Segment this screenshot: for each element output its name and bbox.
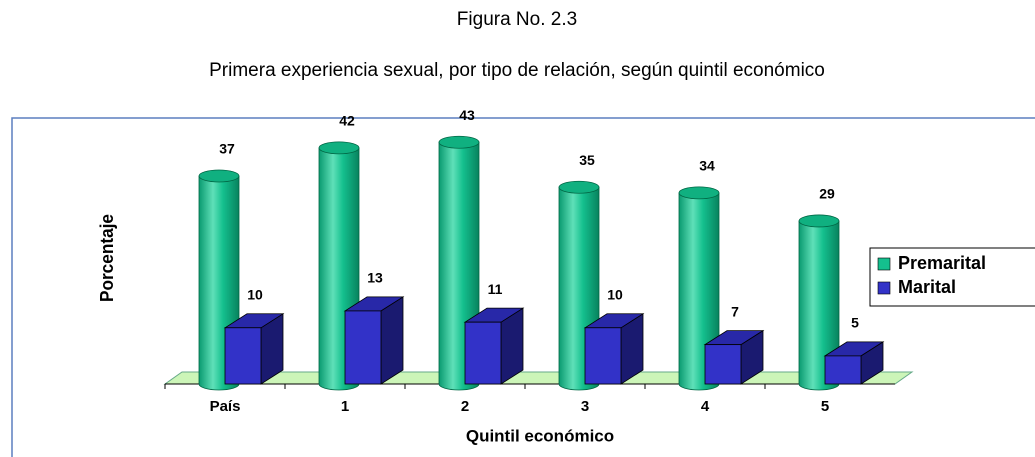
- data-label: 13: [367, 270, 383, 286]
- box-front: [464, 321, 502, 385]
- data-label: 42: [339, 113, 355, 129]
- x-tick-label: 1: [341, 398, 349, 415]
- x-tick-label: 5: [821, 398, 829, 415]
- box-bar: [703, 329, 765, 385]
- y-axis-label: Porcentaje: [97, 214, 117, 302]
- data-label: 43: [459, 107, 475, 123]
- box-front: [824, 355, 862, 385]
- data-label: 7: [731, 303, 739, 319]
- box-bar: [463, 307, 525, 385]
- data-label: 10: [607, 286, 623, 302]
- data-label: 34: [699, 158, 715, 174]
- chart-title: Figura No. 2.3: [457, 9, 577, 30]
- box-bar: [343, 296, 405, 385]
- cylinder-top: [798, 214, 840, 228]
- box-front: [704, 344, 742, 385]
- box-front: [584, 327, 622, 385]
- legend-label: Premarital: [898, 253, 986, 273]
- box-front: [344, 310, 382, 385]
- chart-subtitle: Primera experiencia sexual, por tipo de …: [209, 60, 825, 81]
- box-bar: [223, 313, 285, 385]
- legend-label: Marital: [898, 277, 956, 297]
- x-tick-label: 3: [581, 398, 589, 415]
- data-label: 35: [579, 152, 595, 168]
- legend-swatch: [877, 257, 891, 271]
- frame: [11, 117, 1035, 457]
- cylinder-body: [678, 192, 720, 391]
- cylinder-top: [438, 135, 480, 149]
- box-side: [380, 296, 404, 385]
- data-label: 10: [247, 286, 263, 302]
- cylinder-bar: [798, 214, 840, 391]
- x-tick-label: 2: [461, 398, 469, 415]
- data-label: 29: [819, 186, 835, 202]
- cylinder-bar: [678, 186, 720, 391]
- x-tick-label: 4: [701, 398, 710, 415]
- box-bar: [583, 313, 645, 385]
- cylinder-top: [678, 186, 720, 200]
- cylinder-top: [558, 180, 600, 194]
- cylinder-top: [318, 141, 360, 155]
- data-label: 11: [488, 281, 503, 297]
- cylinder-body: [798, 220, 840, 391]
- box-bar: [823, 341, 885, 385]
- box-front: [224, 327, 262, 385]
- x-tick-label: País: [210, 398, 241, 415]
- data-label: 37: [219, 141, 235, 157]
- legend-swatch: [877, 281, 891, 295]
- data-label: 5: [851, 315, 859, 331]
- legend: [869, 247, 1035, 307]
- cylinder-top: [198, 169, 240, 183]
- x-axis-label: Quintil económico: [466, 426, 614, 445]
